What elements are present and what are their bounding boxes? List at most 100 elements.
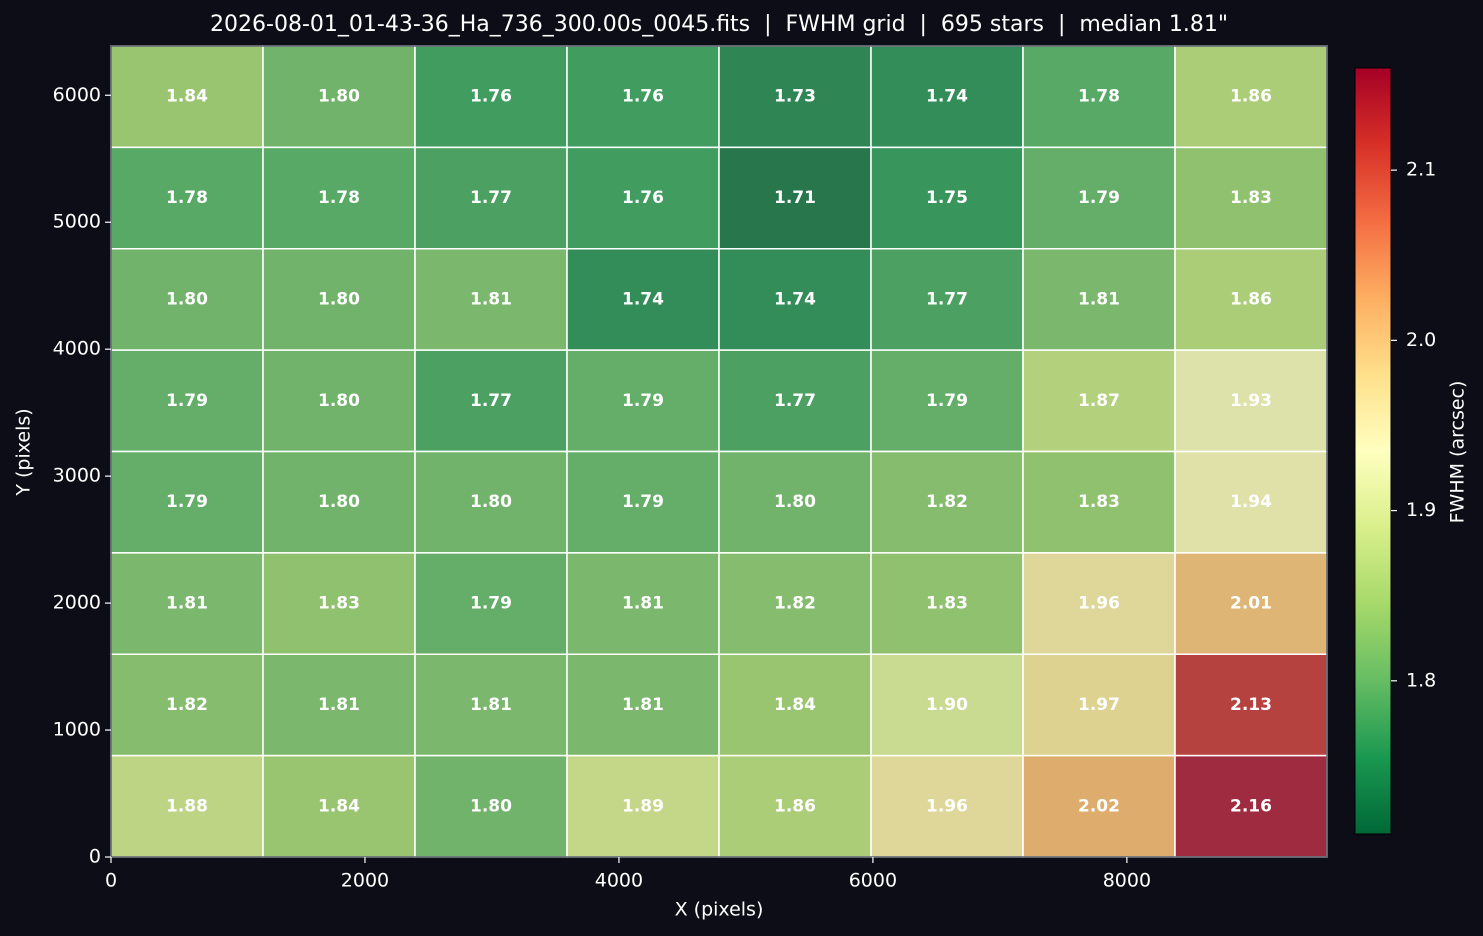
heatmap-cell — [1022, 754, 1176, 858]
heatmap-cell — [414, 552, 568, 655]
cell-label: 1.79 — [166, 492, 208, 512]
x-tick-label: 2000 — [341, 870, 389, 892]
x-tick-label: 6000 — [849, 870, 897, 892]
heatmap-cell — [566, 349, 720, 453]
heatmap-cell — [1022, 45, 1176, 149]
y-tick-label: 6000 — [53, 84, 101, 106]
cell-label: 1.81 — [318, 695, 360, 715]
heatmap-cell — [262, 450, 416, 554]
cell-label: 2.01 — [1230, 594, 1272, 614]
y-tick-label: 0 — [89, 846, 101, 868]
cell-label: 1.80 — [166, 289, 208, 309]
heatmap-cell — [262, 248, 416, 351]
heatmap-cell — [1174, 450, 1328, 554]
heatmap-cell — [870, 45, 1024, 149]
x-tick-label: 4000 — [595, 870, 643, 892]
cell-label: 1.81 — [1078, 289, 1120, 309]
cell-label: 1.76 — [470, 87, 512, 107]
x-tick-label: 0 — [105, 870, 117, 892]
cell-label: 1.77 — [470, 391, 512, 411]
heatmap-cell — [718, 653, 872, 757]
cell-label: 1.87 — [1078, 391, 1120, 411]
heatmap-cell — [566, 450, 720, 554]
cell-label: 1.76 — [622, 87, 664, 107]
heatmap-cell — [1022, 552, 1176, 655]
cell-label: 1.81 — [470, 695, 512, 715]
cell-label: 2.16 — [1230, 796, 1272, 816]
heatmap-cell — [1174, 754, 1328, 858]
cell-label: 1.81 — [166, 594, 208, 614]
heatmap-cell — [718, 754, 872, 858]
heatmap-cell — [414, 349, 568, 453]
cell-label: 1.84 — [318, 796, 360, 816]
heatmap-cell — [414, 146, 568, 250]
cell-label: 1.71 — [774, 188, 816, 208]
cell-label: 1.84 — [166, 87, 208, 107]
cell-label: 1.82 — [166, 695, 208, 715]
heatmap-cell — [262, 146, 416, 250]
heatmap-cell — [566, 754, 720, 858]
heatmap-cell — [110, 653, 264, 757]
cell-label: 1.80 — [318, 391, 360, 411]
heatmap-cell — [262, 754, 416, 858]
heatmap-cell — [718, 248, 872, 351]
heatmap-cell — [566, 653, 720, 757]
heatmap-cell — [110, 552, 264, 655]
cell-label: 1.79 — [926, 391, 968, 411]
cell-label: 1.77 — [926, 289, 968, 309]
cell-label: 1.81 — [622, 695, 664, 715]
heatmap-cell — [110, 754, 264, 858]
y-tick-label: 5000 — [53, 211, 101, 233]
y-tick-label: 4000 — [53, 338, 101, 360]
cell-label: 1.80 — [774, 492, 816, 512]
cell-label: 1.88 — [166, 796, 208, 816]
heatmap-cell — [262, 349, 416, 453]
cell-label: 1.74 — [622, 289, 664, 309]
cell-label: 1.79 — [622, 492, 664, 512]
cell-label: 1.81 — [470, 289, 512, 309]
heatmap-cell — [1022, 349, 1176, 453]
heatmap-cell — [718, 146, 872, 250]
cell-label: 1.82 — [774, 594, 816, 614]
cell-label: 1.84 — [774, 695, 816, 715]
cell-label: 1.74 — [774, 289, 816, 309]
cell-label: 2.13 — [1230, 695, 1272, 715]
cell-label: 1.79 — [470, 594, 512, 614]
cell-label: 1.80 — [470, 796, 512, 816]
cell-label: 2.02 — [1078, 796, 1120, 816]
cell-label: 1.79 — [1078, 188, 1120, 208]
y-tick-label: 1000 — [53, 719, 101, 741]
colorbar — [1354, 67, 1392, 835]
colorbar-tick-label: 1.9 — [1406, 499, 1436, 521]
heatmap-cell — [1022, 248, 1176, 351]
cell-label: 1.82 — [926, 492, 968, 512]
heatmap-cell — [262, 653, 416, 757]
x-axis-label: X (pixels) — [675, 899, 764, 921]
cell-label: 1.89 — [622, 796, 664, 816]
cell-label: 1.74 — [926, 87, 968, 107]
heatmap-cell — [718, 450, 872, 554]
cell-label: 1.80 — [318, 289, 360, 309]
heatmap-cell — [110, 248, 264, 351]
cell-label: 1.80 — [318, 87, 360, 107]
heatmap-cell — [414, 450, 568, 554]
y-tick-label: 2000 — [53, 592, 101, 614]
cell-label: 1.81 — [622, 594, 664, 614]
cell-label: 1.93 — [1230, 391, 1272, 411]
cell-label: 1.78 — [166, 188, 208, 208]
cell-label: 1.83 — [1230, 188, 1272, 208]
y-tick-label: 3000 — [53, 465, 101, 487]
heatmap-cell — [414, 653, 568, 757]
cell-label: 1.77 — [774, 391, 816, 411]
cell-label: 1.80 — [470, 492, 512, 512]
cell-label: 1.83 — [318, 594, 360, 614]
heatmap-cell — [1174, 349, 1328, 453]
cell-label: 1.86 — [1230, 289, 1272, 309]
colorbar-tick-label: 2.1 — [1406, 159, 1436, 181]
colorbar-label: FWHM (arcsec) — [1447, 381, 1469, 524]
heatmap-cell — [1174, 248, 1328, 351]
chart-title: 2026-08-01_01-43-36_Ha_736_300.00s_0045.… — [210, 12, 1228, 37]
cell-label: 1.97 — [1078, 695, 1120, 715]
plot-frame — [110, 45, 1328, 858]
